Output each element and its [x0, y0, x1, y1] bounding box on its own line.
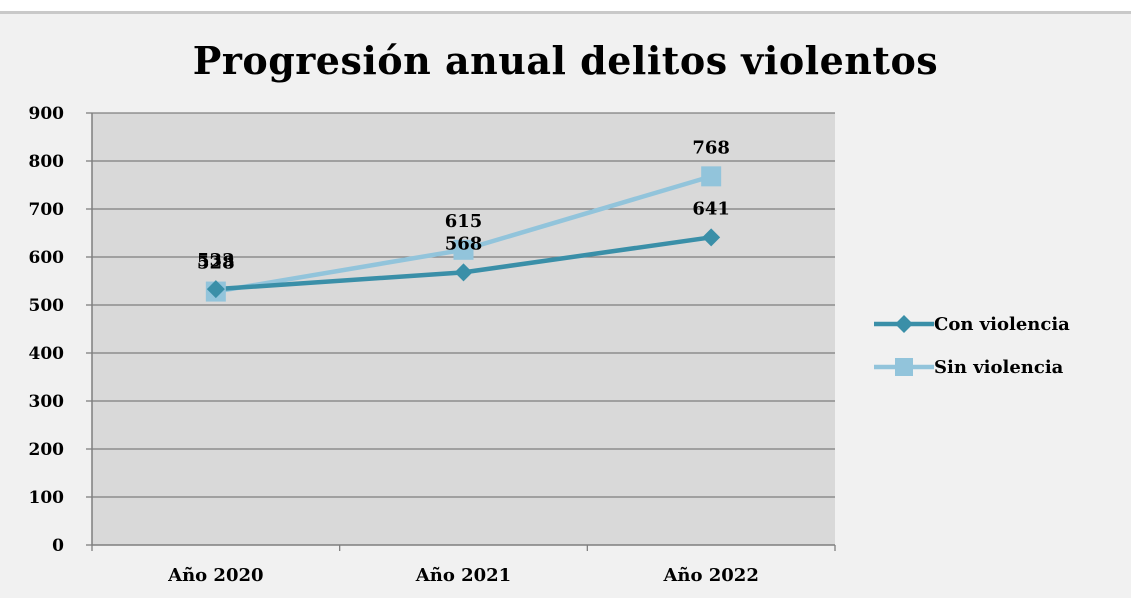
data-label: 533: [197, 250, 235, 271]
y-tick-label: 400: [29, 344, 65, 364]
series-point-1: [453, 239, 474, 260]
x-category-label: Año 2022: [662, 565, 758, 586]
y-tick-label: 800: [29, 152, 65, 172]
data-label: 568: [445, 233, 483, 254]
series-point-0: [206, 280, 225, 299]
y-tick-label: 0: [52, 536, 64, 556]
series-point-0: [454, 263, 473, 282]
data-label: 615: [445, 211, 483, 232]
x-category-label: Año 2020: [167, 565, 263, 586]
y-tick-label: 500: [29, 296, 65, 316]
data-label: 528: [197, 253, 235, 274]
data-label: 641: [692, 198, 730, 219]
y-tick-label: 600: [29, 248, 65, 268]
y-tick-label: 200: [29, 440, 65, 460]
series-point-1: [701, 166, 722, 187]
y-tick-label: 900: [29, 104, 65, 124]
series-point-0: [702, 228, 721, 247]
legend-label: Con violencia: [934, 314, 1070, 335]
plot-area: [92, 113, 835, 545]
x-category-label: Año 2021: [415, 565, 511, 586]
y-tick-label: 100: [29, 488, 65, 508]
y-tick-label: 700: [29, 200, 65, 220]
legend-swatch-marker: [895, 358, 913, 376]
legend-label: Sin violencia: [934, 357, 1064, 378]
top-border: [0, 0, 1131, 14]
legend-swatch-marker: [895, 315, 913, 333]
data-label: 768: [692, 137, 730, 158]
chart-title: Progresión anual delitos violentos: [192, 38, 939, 83]
y-tick-label: 300: [29, 392, 65, 412]
